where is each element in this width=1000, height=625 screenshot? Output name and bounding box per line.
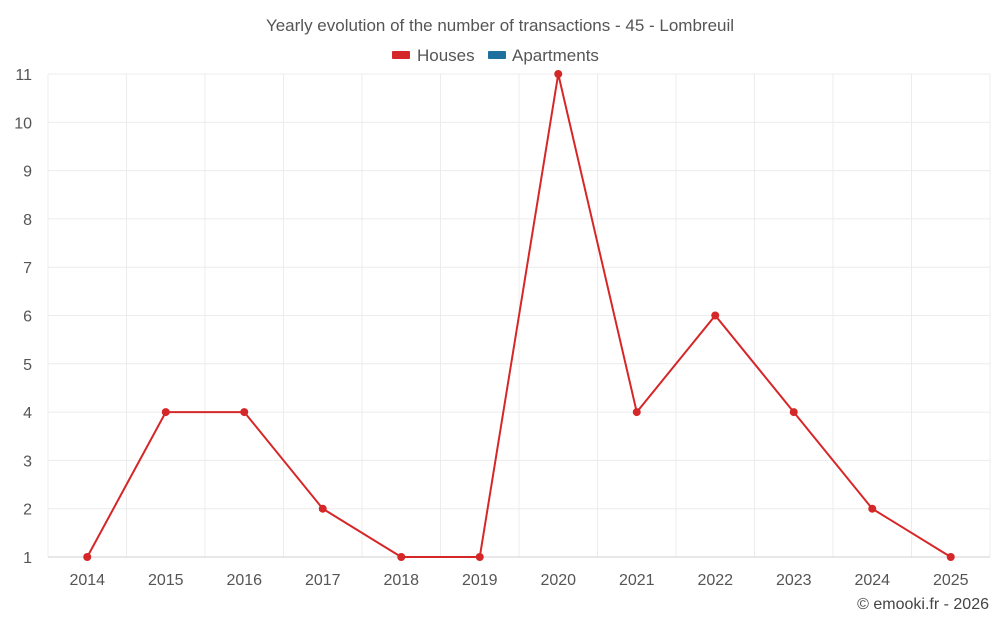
y-tick-label: 8 <box>23 212 32 229</box>
data-point-houses[interactable] <box>789 408 798 417</box>
data-point-houses[interactable] <box>397 553 406 561</box>
x-tick-label: 2020 <box>540 572 576 589</box>
data-point-houses[interactable] <box>83 553 92 561</box>
y-tick-label: 1 <box>23 550 32 567</box>
x-tick-label: 2025 <box>933 572 969 589</box>
data-point-houses[interactable] <box>632 408 641 417</box>
y-tick-label: 2 <box>23 502 32 519</box>
legend-label-apartments: Apartments <box>512 46 599 65</box>
y-tick-label: 4 <box>23 405 32 422</box>
series-line-houses <box>86 73 952 558</box>
data-point-houses[interactable] <box>240 408 249 417</box>
data-point-houses[interactable] <box>318 504 327 513</box>
x-tick-label: 2019 <box>462 572 498 589</box>
x-tick-label: 2018 <box>383 572 419 589</box>
axes: 1 2 3 4 5 6 7 8 9 10 11 2014 2015 2016 2017 2018 2019 202… <box>14 67 990 589</box>
data-point-houses[interactable] <box>946 553 955 561</box>
x-tick-label: 2023 <box>776 572 812 589</box>
y-tick-label: 5 <box>23 357 32 374</box>
data-point-houses[interactable] <box>161 408 170 417</box>
y-tick-label: 3 <box>23 453 32 470</box>
x-tick-label: 2021 <box>619 572 655 589</box>
x-tick-label: 2022 <box>697 572 733 589</box>
x-tick-label: 2015 <box>148 572 184 589</box>
data-point-houses[interactable] <box>554 70 563 78</box>
x-tick-label: 2014 <box>69 572 105 589</box>
legend-swatch-houses <box>392 51 410 59</box>
legend-item-apartments[interactable]: Apartments <box>488 46 599 65</box>
series <box>83 70 955 561</box>
y-tick-label: 7 <box>23 260 32 277</box>
y-tick-label: 11 <box>15 67 32 84</box>
x-tick-label: 2024 <box>854 572 890 589</box>
y-tick-label: 6 <box>23 309 32 326</box>
data-point-houses[interactable] <box>868 504 877 513</box>
legend-swatch-apartments <box>488 51 506 59</box>
credit-text: © emooki.fr - 2026 <box>857 596 989 613</box>
chart-title: Yearly evolution of the number of transa… <box>266 16 734 35</box>
grid <box>47 73 991 557</box>
data-point-houses[interactable] <box>475 553 484 561</box>
legend-label-houses: Houses <box>417 46 475 65</box>
x-tick-label: 2017 <box>305 572 341 589</box>
legend-item-houses[interactable]: Houses <box>392 46 475 65</box>
y-tick-label: 10 <box>14 115 32 132</box>
y-tick-label: 9 <box>23 164 32 181</box>
data-point-houses[interactable] <box>711 311 720 320</box>
x-tick-label: 2016 <box>226 572 262 589</box>
legend: Houses Apartments <box>392 46 599 65</box>
